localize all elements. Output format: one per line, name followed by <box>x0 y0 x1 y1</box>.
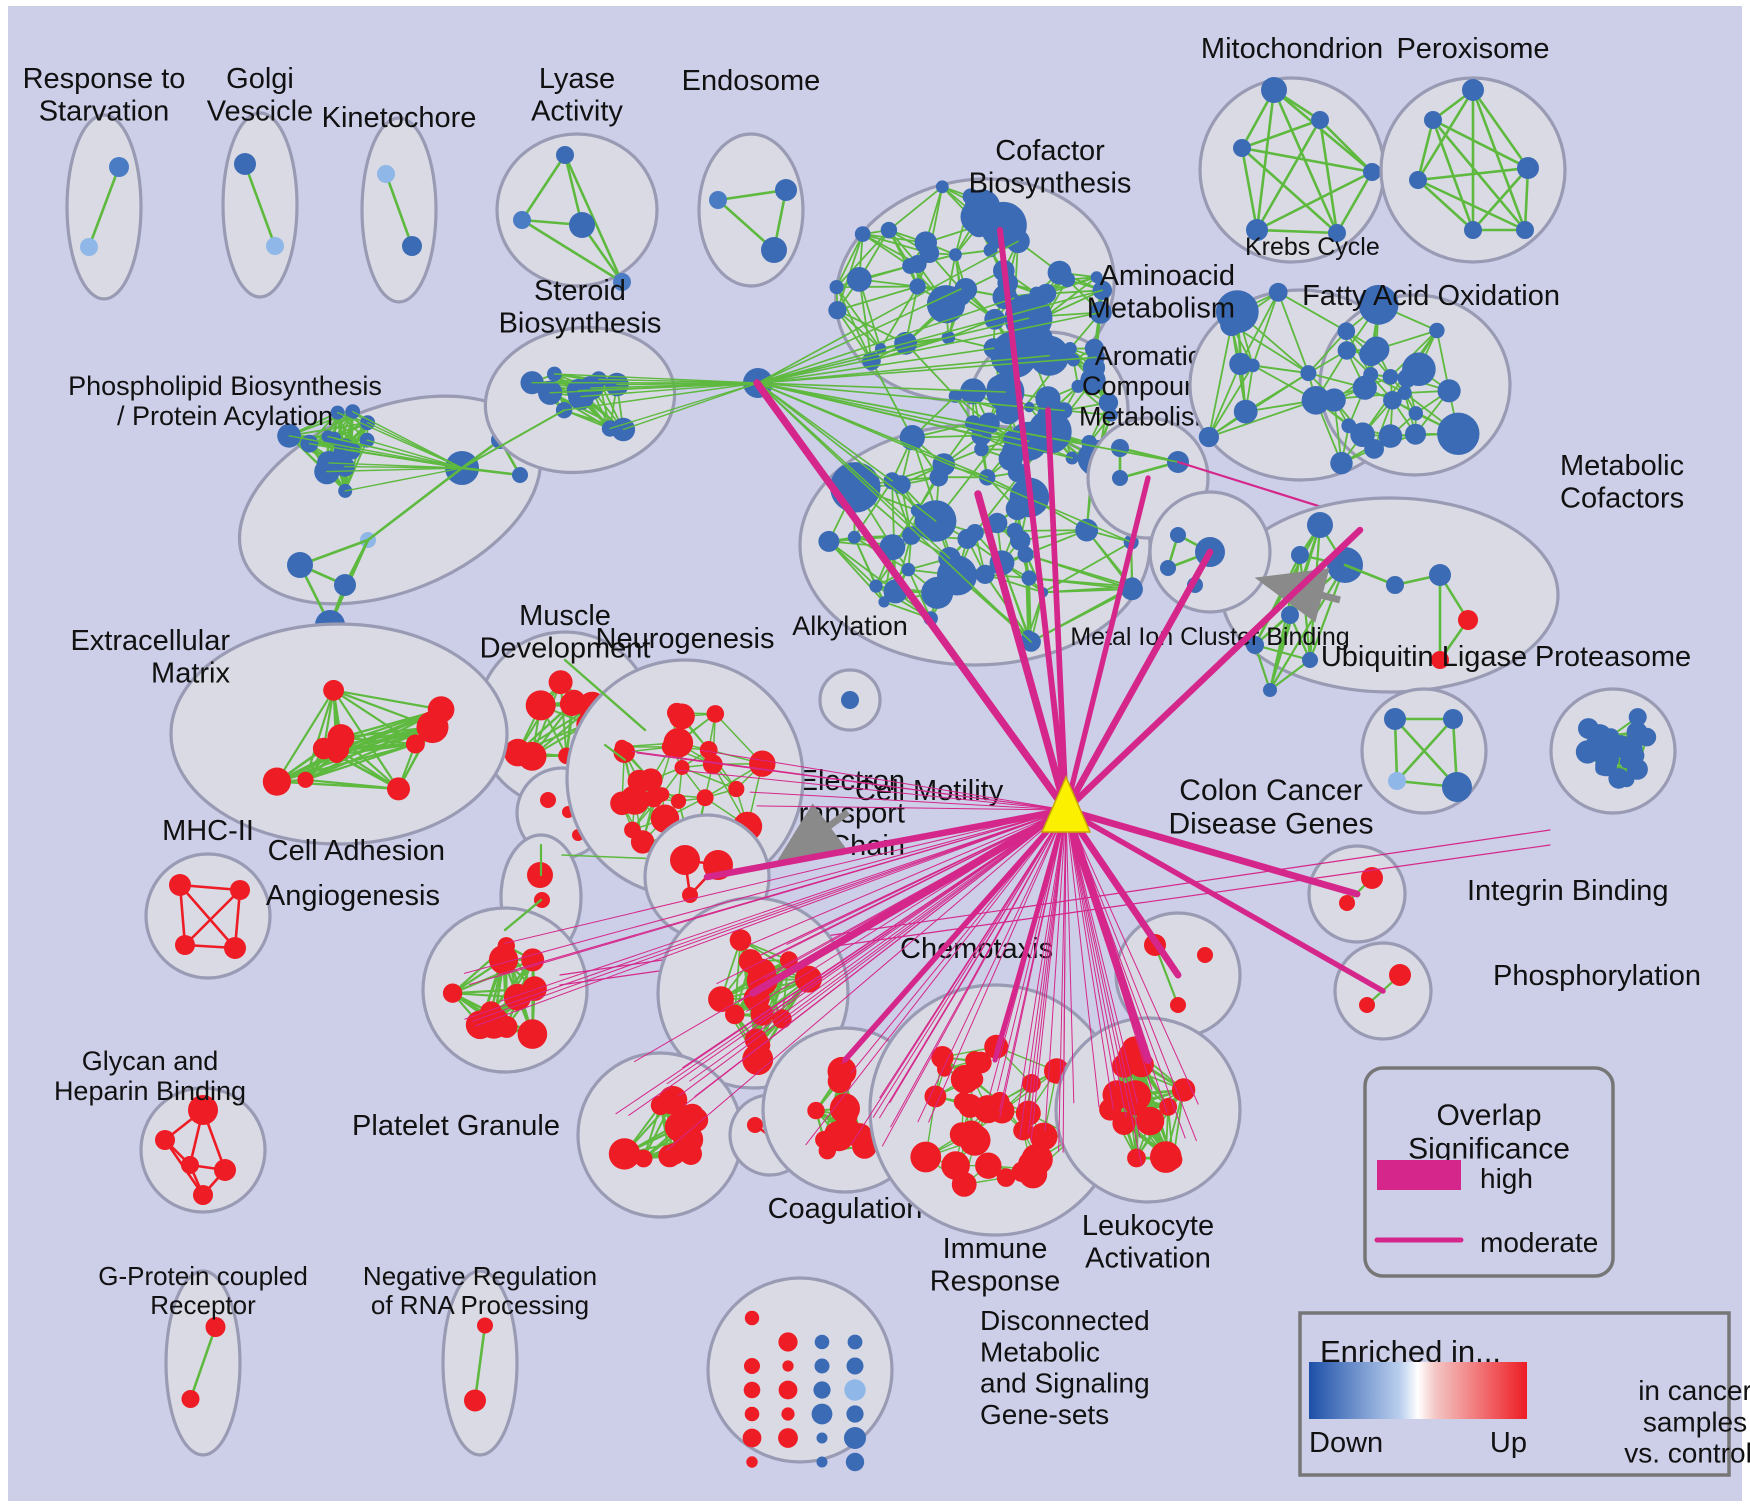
svg-text:Proteasome: Proteasome <box>1535 641 1691 673</box>
svg-text:high: high <box>1480 1163 1533 1194</box>
svg-text:Endosome: Endosome <box>682 65 821 97</box>
svg-text:Neurogenesis: Neurogenesis <box>596 623 775 655</box>
svg-text:Coagulation: Coagulation <box>768 1193 923 1225</box>
svg-text:moderate: moderate <box>1480 1227 1598 1258</box>
svg-text:Krebs Cycle: Krebs Cycle <box>1245 233 1380 261</box>
svg-text:Phospholipid Biosynthesis/ Pro: Phospholipid Biosynthesis / Protein Acyla… <box>68 371 382 431</box>
svg-text:Cell Adhesion: Cell Adhesion <box>268 835 445 867</box>
svg-text:Alkylation: Alkylation <box>792 611 908 641</box>
svg-text:MHC-II: MHC-II <box>162 815 254 847</box>
svg-text:Up: Up <box>1490 1427 1527 1459</box>
svg-text:Phosphorylation: Phosphorylation <box>1493 960 1701 992</box>
svg-text:Fatty Acid Oxidation: Fatty Acid Oxidation <box>1302 280 1560 312</box>
svg-text:Mitochondrion: Mitochondrion <box>1201 33 1383 65</box>
svg-text:Peroxisome: Peroxisome <box>1396 33 1549 65</box>
svg-text:Angiogenesis: Angiogenesis <box>266 880 440 912</box>
svg-text:Kinetochore: Kinetochore <box>322 102 477 134</box>
svg-text:Platelet Granule: Platelet Granule <box>352 1110 560 1142</box>
svg-text:Ubiquitin Ligase: Ubiquitin Ligase <box>1321 641 1527 673</box>
svg-text:Integrin Binding: Integrin Binding <box>1467 875 1669 907</box>
svg-text:Down: Down <box>1309 1427 1383 1459</box>
